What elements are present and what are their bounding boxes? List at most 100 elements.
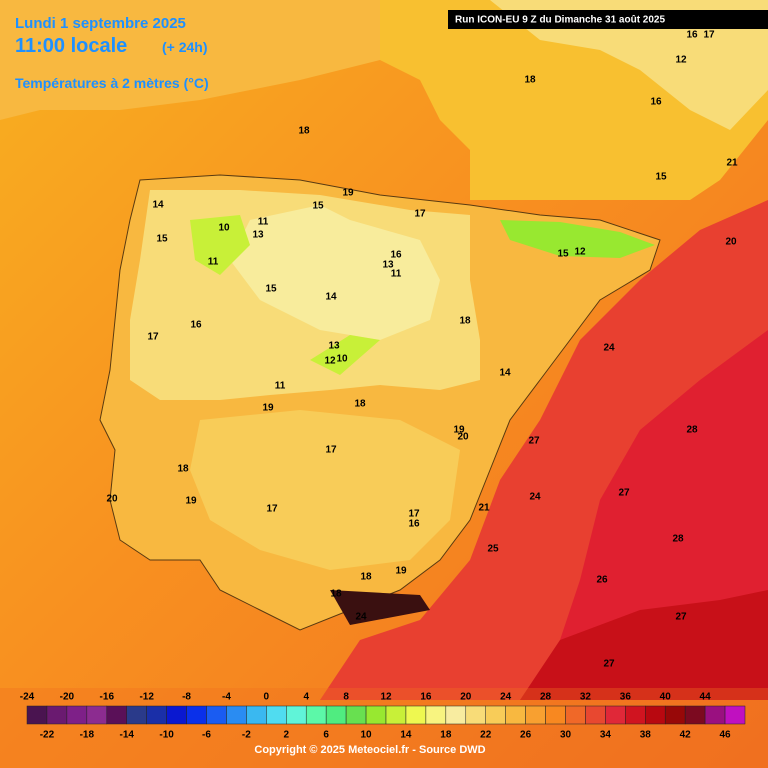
contour-label: 15 (156, 234, 168, 245)
contour-label: 19 (185, 496, 197, 507)
legend-bottom-label: 34 (600, 730, 612, 741)
legend-swatch (46, 705, 68, 725)
contour-label: 11 (208, 257, 219, 268)
legend-top-label: -12 (139, 692, 154, 703)
legend-bottom-label: -10 (159, 730, 174, 741)
legend-bottom-label: -14 (119, 730, 134, 741)
contour-label: 15 (312, 201, 324, 212)
legend-bottom-label: 6 (323, 730, 329, 741)
contour-label: 17 (266, 504, 278, 515)
legend-swatch (445, 705, 467, 725)
contour-label: 21 (726, 158, 738, 169)
contour-label: 25 (487, 544, 499, 555)
contour-label: 27 (528, 436, 540, 447)
run-info: Run ICON-EU 9 Z du Dimanche 31 août 2025 (455, 15, 665, 26)
run-box (448, 10, 768, 29)
contour-label: 12 (324, 356, 336, 367)
contour-label: 18 (330, 589, 342, 600)
contour-label: 28 (686, 425, 698, 436)
contour-label: 17 (325, 445, 337, 456)
legend-swatch (186, 705, 207, 725)
legend-bottom-label: 42 (680, 730, 692, 741)
legend-swatch (146, 705, 167, 725)
legend-top-label: -24 (20, 692, 35, 703)
time: 11:00 locale (15, 35, 127, 57)
legend-top-label: 32 (580, 692, 592, 703)
legend-swatch (704, 705, 726, 725)
legend-swatch (305, 705, 327, 725)
legend-swatch (66, 705, 88, 725)
contour-label: 21 (478, 503, 490, 514)
contour-label: 18 (298, 126, 310, 137)
legend-swatch (345, 705, 367, 725)
legend-swatch (106, 705, 127, 725)
legend-top-label: -16 (100, 692, 115, 703)
contour-label: 10 (218, 223, 230, 234)
contour-label: 17 (414, 209, 426, 220)
legend-top-label: 28 (540, 692, 552, 703)
contour-label: 11 (391, 269, 402, 280)
legend-swatch (545, 705, 566, 725)
contour-label: 18 (524, 75, 536, 86)
contour-label: 26 (596, 575, 608, 586)
legend-swatch (625, 705, 646, 725)
date: Lundi 1 septembre 2025 (15, 15, 186, 32)
legend-top-label: 20 (460, 692, 472, 703)
legend-backdrop (0, 688, 768, 768)
contour-label: 14 (152, 200, 164, 211)
legend-bottom-label: 18 (440, 730, 452, 741)
contour-label: 10 (336, 354, 348, 365)
central-range (310, 335, 380, 375)
contour-label: 27 (603, 659, 615, 670)
legend-swatch (684, 705, 706, 725)
legend-top-label: 12 (380, 692, 392, 703)
legend-swatch (465, 705, 486, 725)
legend-swatch (565, 705, 586, 725)
legend-swatch (605, 705, 626, 725)
legend-top-label: 44 (700, 692, 712, 703)
legend-swatch (585, 705, 606, 725)
legend-swatch (664, 705, 686, 725)
contour-label: 16 (390, 250, 402, 261)
contour-label: 11 (258, 217, 269, 228)
legend-top-label: 24 (500, 692, 512, 703)
pyrenees (500, 220, 655, 258)
contour-label: 20 (106, 494, 118, 505)
contour-label: 20 (725, 237, 737, 248)
legend-bottom-label: 22 (480, 730, 492, 741)
legend-bottom-label: 10 (360, 730, 372, 741)
legend-bottom-label: 30 (560, 730, 572, 741)
legend-swatch (226, 705, 247, 725)
plateau (230, 205, 440, 340)
sierra-nevada (330, 590, 430, 625)
legend-swatch (385, 705, 407, 725)
legend-swatch (266, 705, 287, 725)
legend-swatch (126, 705, 147, 725)
legend-swatch (166, 705, 187, 725)
legend-bottom-label: -2 (242, 730, 251, 741)
legend-swatch (206, 705, 227, 725)
legend-swatch (724, 705, 746, 725)
contour-label: 24 (603, 343, 615, 354)
legend-swatch (525, 705, 546, 725)
lead: (+ 24h) (162, 39, 208, 55)
contour-label: 12 (574, 247, 586, 258)
legend-top-label: -4 (222, 692, 231, 703)
contour-label: 17 (408, 509, 420, 520)
legend-top-label: 4 (303, 692, 309, 703)
contour-label: 11 (275, 381, 286, 392)
contour-label: 17 (703, 30, 715, 41)
contour-label: 24 (355, 612, 367, 623)
cantabrian (190, 215, 250, 275)
legend-swatch (425, 705, 447, 725)
legend-bottom-label: -22 (40, 730, 55, 741)
contour-label: 15 (557, 249, 569, 260)
contour-label: 27 (675, 612, 687, 623)
legend-top-label: 8 (343, 692, 349, 703)
legend-swatch (405, 705, 427, 725)
contour-label: 16 (650, 97, 662, 108)
legend-bottom-label: 46 (719, 730, 731, 741)
contour-label: 19 (453, 425, 465, 436)
legend-swatch (645, 705, 666, 725)
